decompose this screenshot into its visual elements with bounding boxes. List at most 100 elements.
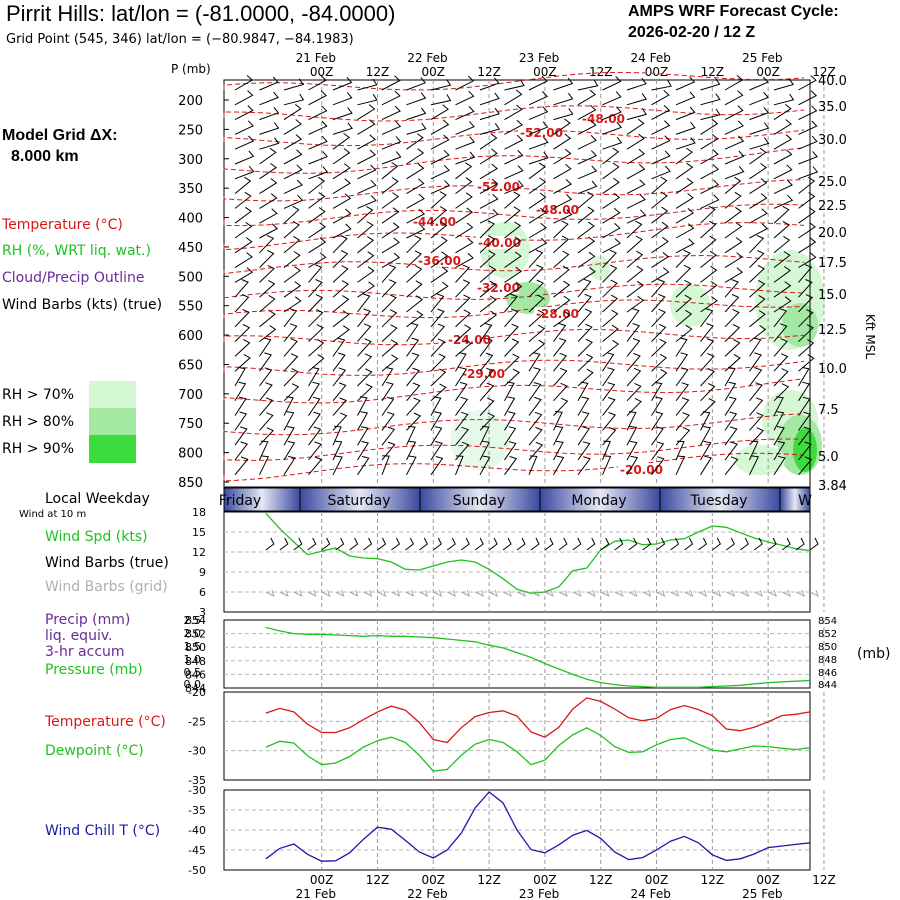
wind-barb [234, 221, 253, 239]
wind-barb [259, 412, 274, 431]
wind-barb [626, 235, 643, 254]
windchill-panel-y-tick-label: -30 [188, 784, 206, 797]
surface-wind-barb [488, 537, 498, 551]
wind-barb [626, 352, 641, 372]
top-date-label: 21 Feb [296, 51, 336, 65]
height-tick-label: 5.0 [818, 450, 839, 465]
wind-barb [798, 339, 815, 357]
temperature-contour-3 [223, 147, 805, 174]
wind-barb [259, 147, 277, 165]
precip-tick-label: 2.0 [184, 627, 202, 640]
wind-barb [234, 267, 254, 283]
grid-wind-barb [516, 589, 526, 597]
legend-wind-chill: Wind Chill T (°C) [45, 823, 161, 839]
height-tick-label: 10.0 [818, 362, 847, 377]
wind-barb [381, 105, 401, 121]
wind-barb [381, 75, 401, 91]
temp-panel-y-tick-label: -30 [188, 745, 206, 758]
grid-wind-barb [488, 589, 498, 597]
wind-barb [724, 221, 743, 239]
wind-barb [406, 295, 424, 313]
surface-wind-barb [684, 537, 694, 551]
wind-barb [332, 92, 353, 106]
wind-barb [504, 266, 523, 283]
wind-barb [259, 337, 272, 357]
wind-barb [651, 278, 666, 298]
wind-barb [406, 178, 425, 195]
wind-barb [773, 104, 792, 121]
weekday-label: W [798, 493, 812, 509]
wind-barb [430, 396, 442, 416]
wind-barb [577, 368, 594, 387]
wind-barb [553, 92, 574, 106]
windchill-panel-y-tick-label: -45 [188, 844, 206, 857]
wind-barb [479, 178, 499, 195]
wind-barb [259, 325, 277, 342]
wind-barb [626, 382, 642, 402]
wind-barb [675, 208, 695, 224]
weekday-label: Tuesday [690, 493, 748, 509]
wind-barb [357, 383, 373, 402]
grid-wind-barb [740, 589, 750, 597]
wind-barb [651, 338, 667, 357]
wind-barb [234, 191, 252, 209]
wind-barb [651, 396, 663, 416]
wind-barb [430, 266, 449, 283]
wind-barb [283, 205, 300, 224]
wind-barb [749, 412, 764, 431]
wind-barb [773, 119, 792, 135]
wind-barb [675, 294, 692, 313]
grid-wind-barb [265, 589, 275, 597]
wind-barb [357, 205, 374, 224]
wind-barb [724, 206, 742, 224]
bottom-date-label: 23 Feb [519, 887, 559, 900]
wind-barb [430, 221, 448, 239]
wind-barb [504, 381, 515, 402]
wind-barb [308, 441, 322, 461]
temperature-contour-14 [223, 438, 805, 461]
wind-barb [528, 162, 546, 180]
rh-shade-2 [590, 256, 610, 280]
wind-barb [259, 264, 275, 283]
wind-barb [602, 339, 620, 357]
wind-barb [479, 295, 497, 313]
wind-barb [504, 338, 520, 357]
height-tick-label: 20.0 [818, 226, 847, 241]
wind-barb [455, 367, 468, 387]
wind-barb [626, 108, 648, 121]
wind-barb [357, 368, 373, 387]
wind-barb [602, 440, 611, 461]
wind-barb [308, 222, 326, 239]
wind-barb [479, 148, 498, 165]
wind-barb [283, 308, 298, 328]
wind-barb [553, 337, 567, 357]
surface-wind-barb [279, 537, 289, 551]
wind-barb [332, 250, 349, 268]
wind-barb [234, 135, 255, 150]
wind-barb [381, 324, 398, 342]
wind-barb [308, 135, 328, 150]
surface-wind-barb [516, 537, 526, 551]
wind-barb [626, 367, 642, 387]
top-hour-label: 00Z [533, 65, 557, 79]
wind-barb [675, 106, 696, 121]
wind-barb-field [234, 75, 819, 476]
wind-barb [283, 383, 300, 402]
pressure-tick-label: 200 [178, 94, 203, 109]
wind-barb [504, 281, 523, 298]
wind-barb [455, 121, 475, 135]
wind-barb [577, 89, 597, 106]
temperature-contour-label: -24.00 [448, 333, 491, 347]
wind-barb [381, 90, 401, 106]
wind-barb [528, 294, 545, 313]
wind-barb [234, 353, 251, 372]
wind-barb [479, 77, 500, 91]
windchill-panel-y-tick-label: -40 [188, 824, 206, 837]
wind-barb [406, 382, 421, 402]
wind-barb [357, 338, 372, 357]
pressure-right-tick-label: 848 [818, 655, 837, 666]
wind-barb [675, 193, 694, 209]
top-hour-label: 00Z [756, 65, 780, 79]
wind-barb [504, 104, 523, 121]
wind-barb [283, 368, 299, 387]
